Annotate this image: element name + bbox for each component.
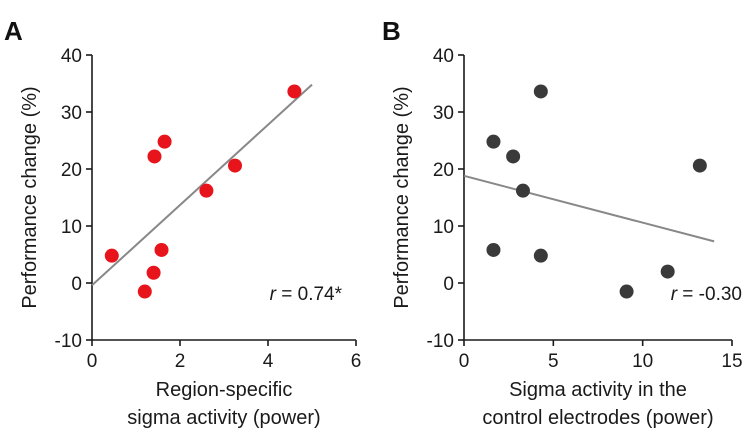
x-tick-label: 10 xyxy=(632,351,653,372)
x-axis-label-line: control electrodes (power) xyxy=(482,407,713,429)
y-tick-label: 10 xyxy=(61,217,82,238)
y-tick-label: 0 xyxy=(71,274,82,295)
panel-letter-b: B xyxy=(382,16,401,46)
y-tick-label: 40 xyxy=(61,46,82,67)
data-point xyxy=(104,248,119,263)
correlation-value: = 0.74* xyxy=(276,284,343,305)
y-tick-label: 20 xyxy=(433,160,454,181)
x-axis-label-line: sigma activity (power) xyxy=(127,407,320,429)
correlation-annotation: r = -0.30 xyxy=(671,284,742,305)
y-tick-label: 10 xyxy=(433,217,454,238)
x-axis-label-line: Sigma activity in the xyxy=(509,379,687,401)
data-point xyxy=(486,134,501,149)
data-point xyxy=(199,183,214,198)
data-point xyxy=(287,84,302,99)
data-point xyxy=(515,183,530,198)
correlation-symbol: r xyxy=(671,284,678,305)
data-point xyxy=(660,264,675,279)
correlation-value: = -0.30 xyxy=(677,284,742,305)
x-axis-label-line: Region-specific xyxy=(156,379,293,401)
x-tick-label: 5 xyxy=(548,351,559,372)
correlation-symbol: r xyxy=(270,284,277,305)
data-point xyxy=(157,134,172,149)
x-tick-label: 2 xyxy=(175,351,186,372)
data-point xyxy=(228,158,242,173)
y-tick-label: 40 xyxy=(433,46,454,67)
data-point xyxy=(147,149,162,164)
y-tick-label: 0 xyxy=(443,274,454,295)
x-tick-label: 0 xyxy=(87,351,98,372)
data-point xyxy=(506,149,521,164)
regression-line xyxy=(463,174,715,243)
data-point xyxy=(692,158,707,173)
data-point xyxy=(146,265,161,280)
data-point xyxy=(486,242,501,257)
correlation-annotation: r = 0.74* xyxy=(270,284,343,305)
y-tick-label: 30 xyxy=(61,103,82,124)
data-point xyxy=(137,284,152,299)
panel-letter-a: A xyxy=(4,16,23,46)
x-tick-label: 0 xyxy=(459,351,470,372)
data-point xyxy=(533,248,548,263)
y-tick-label: -10 xyxy=(427,331,454,352)
x-tick-label: 15 xyxy=(721,351,742,372)
data-point xyxy=(619,284,634,299)
x-tick-label: 4 xyxy=(263,351,274,372)
x-tick-label: 6 xyxy=(351,351,362,372)
y-tick-label: 20 xyxy=(61,160,82,181)
y-axis-label: Performance change (%) xyxy=(19,86,41,308)
y-axis-label: Performance change (%) xyxy=(391,86,413,308)
data-point xyxy=(533,84,548,99)
regression-line xyxy=(91,83,313,287)
data-point xyxy=(154,242,169,257)
y-tick-label: -10 xyxy=(55,331,82,352)
y-tick-label: 30 xyxy=(433,103,454,124)
